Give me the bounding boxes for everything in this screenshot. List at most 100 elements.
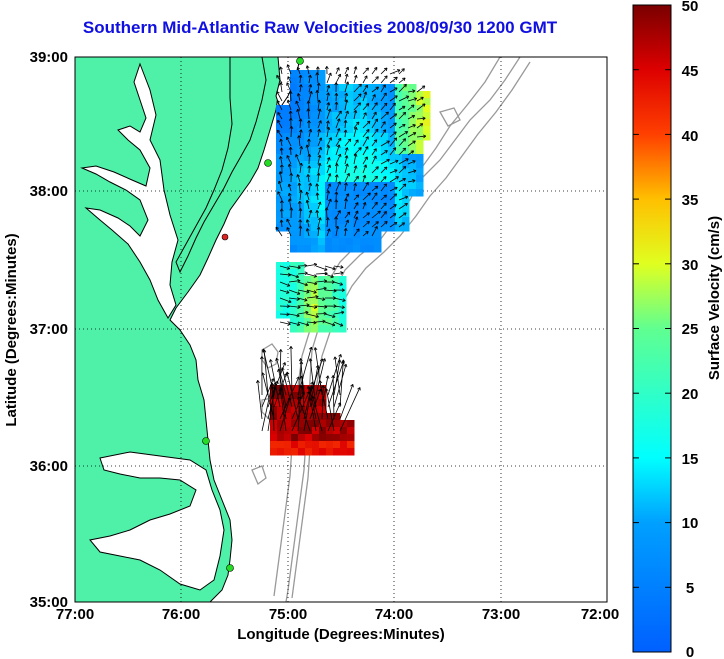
velocity-arrow (357, 194, 360, 198)
velocity-arrow (278, 171, 281, 175)
velocity-arrow (306, 199, 310, 203)
velocity-arrow (308, 138, 311, 142)
velocity-cell (423, 98, 431, 106)
velocity-arrow (290, 91, 293, 94)
velocity-arrow (345, 110, 349, 114)
velocity-cell (395, 133, 403, 141)
velocity-arrow (314, 263, 318, 267)
velocity-arrow (383, 102, 388, 105)
velocity-cell (318, 245, 326, 253)
velocity-arrow (414, 132, 417, 136)
velocity-arrow (362, 174, 366, 178)
velocity-cell (346, 168, 354, 176)
velocity-arrow (374, 225, 378, 229)
pamlico-sound (89, 451, 225, 591)
velocity-arrow (296, 298, 300, 301)
velocity-arrow (344, 147, 348, 150)
velocity-cell (360, 182, 368, 190)
velocity-arrow (280, 66, 283, 75)
velocity-cell (374, 147, 382, 155)
velocity-cell (339, 297, 347, 305)
velocity-arrow (339, 384, 354, 420)
velocity-arrow (326, 173, 331, 183)
velocity-arrow (413, 160, 416, 164)
velocity-cell (332, 304, 340, 312)
velocity-arrow (318, 172, 321, 176)
velocity-cell (381, 217, 389, 225)
velocity-cell (339, 189, 347, 197)
velocity-arrow (326, 228, 330, 231)
velocity-arrow (319, 108, 322, 112)
velocity-arrow (398, 95, 410, 102)
velocity-arrow (326, 137, 332, 147)
velocity-cell (284, 427, 292, 435)
velocity-arrow (298, 135, 301, 139)
velocity-cell (318, 133, 326, 141)
velocity-arrow (279, 164, 283, 168)
velocity-arrow (353, 228, 360, 237)
velocity-arrow (299, 375, 302, 379)
velocity-cell (325, 283, 333, 291)
velocity-cell (423, 112, 431, 120)
velocity-cell (283, 262, 291, 270)
velocity-cell (388, 210, 396, 218)
velocity-arrow (309, 387, 317, 420)
velocity-cell (347, 434, 355, 442)
velocity-arrow (305, 310, 309, 313)
velocity-cell (353, 210, 361, 218)
velocity-arrow (298, 129, 302, 133)
velocity-arrow (297, 93, 301, 96)
velocity-arrow (306, 200, 310, 210)
velocity-cell (332, 119, 340, 127)
velocity-arrow (321, 385, 324, 420)
velocity-arrow (288, 91, 291, 95)
velocity-arrow (319, 380, 329, 420)
velocity-cell (290, 269, 298, 277)
velocity-cell (339, 126, 347, 134)
velocity-arrow (389, 76, 398, 84)
velocity-cell (284, 399, 292, 407)
velocity-cell (325, 217, 333, 225)
velocity-arrow (353, 153, 357, 165)
velocity-cell (305, 406, 313, 414)
velocity-arrow (290, 172, 294, 176)
velocity-arrow (412, 180, 416, 183)
velocity-arrow (281, 208, 284, 212)
velocity-arrow (323, 286, 327, 289)
velocity-arrow (326, 207, 329, 211)
velocity-arrow (371, 192, 378, 201)
velocity-cell (325, 140, 333, 148)
velocity-arrow (308, 84, 312, 93)
velocity-arrow (298, 135, 301, 147)
velocity-arrow (299, 190, 302, 201)
velocity-cell (326, 413, 334, 421)
velocity-arrow (307, 174, 310, 183)
velocity-arrow (314, 306, 318, 309)
delmarva-peninsula (175, 57, 267, 274)
velocity-arrow (308, 91, 312, 102)
velocity-cell (325, 189, 333, 197)
velocity-cell (339, 168, 347, 176)
velocity-arrow (385, 176, 387, 180)
velocity-arrow (277, 180, 280, 185)
velocity-cell (312, 392, 320, 400)
velocity-cell (325, 304, 333, 312)
velocity-arrow (396, 160, 399, 164)
velocity-cell (360, 147, 368, 155)
velocity-arrow (315, 210, 318, 214)
velocity-arrow (353, 121, 360, 129)
velocity-arrow (344, 120, 347, 129)
velocity-arrow (301, 162, 303, 166)
velocity-arrow (296, 274, 299, 278)
velocity-cell (305, 448, 313, 456)
velocity-arrow (289, 346, 292, 350)
velocity-cell (290, 231, 298, 239)
velocity-cell (374, 217, 382, 225)
velocity-arrow (279, 388, 283, 391)
velocity-arrow (353, 183, 357, 192)
velocity-cell (319, 385, 327, 393)
velocity-arrow (335, 210, 341, 219)
velocity-arrow (295, 154, 301, 165)
velocity-cell (395, 189, 403, 197)
velocity-arrow (323, 311, 327, 314)
